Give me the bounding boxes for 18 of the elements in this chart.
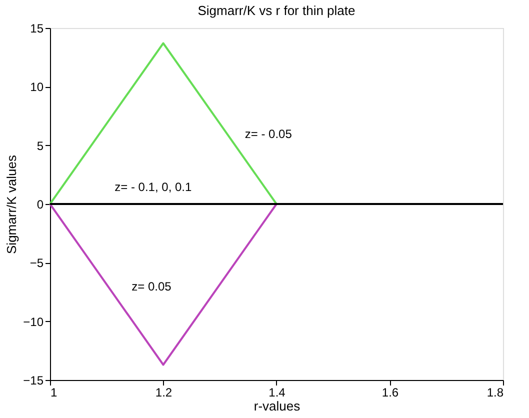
y-axis-title: Sigmarr/K values <box>4 154 20 254</box>
x-tick-label: 1.6 <box>382 386 399 400</box>
y-tick-label: −5 <box>30 256 44 270</box>
x-tick-label: 1.4 <box>268 386 286 400</box>
annotation: z= 0.05 <box>132 280 172 294</box>
y-tick-label: −15 <box>23 374 44 388</box>
y-tick-label: 5 <box>36 138 44 153</box>
chart-title: Sigmarr/K vs r for thin plate <box>198 3 356 18</box>
y-tick-label: −10 <box>23 314 44 329</box>
y-tick-label: 10 <box>30 80 44 94</box>
x-tick-label: 1 <box>50 386 58 400</box>
annotation: z= - 0.05 <box>244 127 292 142</box>
annotation: z= - 0.1, 0, 0.1 <box>114 180 192 194</box>
x-tick-label: 1.2 <box>155 386 172 400</box>
y-tick-label: 0 <box>36 198 44 212</box>
y-tick-label: 15 <box>30 22 44 36</box>
x-tick-label: 1.8 <box>486 386 504 400</box>
x-axis-title: r-values <box>254 398 301 414</box>
